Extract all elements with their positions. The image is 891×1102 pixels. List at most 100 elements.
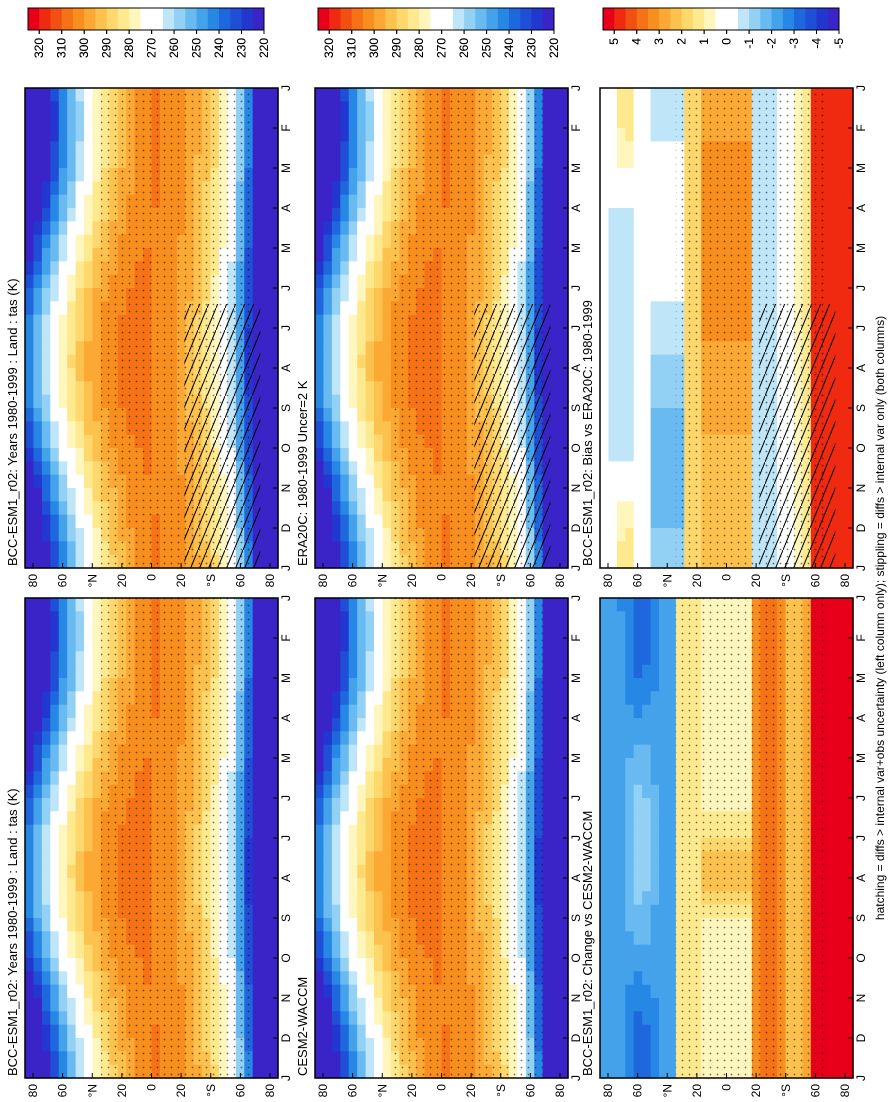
month-label: S (279, 404, 293, 412)
heatmap-cell (261, 354, 271, 369)
heatmap-cell (58, 758, 68, 772)
heatmap-cell (58, 784, 68, 799)
heatmap-cell (33, 1011, 43, 1026)
heatmap-cell (261, 944, 271, 959)
heatmap-cell (67, 448, 77, 462)
heatmap-cell (33, 598, 43, 612)
heatmap-cell (261, 248, 271, 262)
heatmap-cell (50, 181, 60, 196)
heatmap-cell (357, 88, 367, 102)
heatmap-cell (41, 541, 51, 556)
heatmap-cell (374, 1038, 384, 1052)
heatmap-cell (67, 314, 77, 329)
heatmap-cell (50, 731, 60, 746)
heatmap-cell (559, 824, 569, 839)
heatmap-cell (58, 1051, 68, 1066)
heatmap-cell (50, 194, 60, 209)
colorbar-label: 320 (322, 38, 336, 58)
heatmap-cell (542, 1064, 552, 1079)
heatmap-cell (58, 408, 68, 422)
heatmap-cell (252, 931, 262, 946)
heatmap-cell (33, 798, 43, 812)
heatmap-cell (348, 958, 358, 972)
heatmap-cell (542, 758, 552, 772)
heatmap-cell (50, 141, 60, 156)
heatmap-cell (67, 261, 77, 276)
heatmap-cell (551, 261, 561, 276)
heatmap-cell (542, 611, 552, 626)
heatmap-cell (58, 541, 68, 556)
heatmap-cell (315, 128, 325, 142)
heatmap-cell (340, 554, 350, 569)
heatmap-cell (315, 194, 325, 209)
heatmap-cell (84, 931, 94, 946)
heatmap-cell (551, 301, 561, 316)
heatmap-cell (92, 434, 102, 449)
heatmap-cell (41, 984, 51, 999)
heatmap-cell (84, 448, 94, 462)
heatmap-cell (625, 128, 635, 142)
heatmap-cell (67, 274, 77, 289)
heatmap-cell (559, 704, 569, 719)
heatmap-cell (92, 784, 102, 799)
heatmap-cell (608, 208, 618, 222)
heatmap-cell (315, 101, 325, 116)
heatmap-cell (25, 704, 35, 719)
heatmap-cell (331, 461, 341, 476)
month-label: A (569, 204, 583, 212)
heatmap-cell (58, 611, 68, 626)
heatmap-cell (667, 181, 677, 196)
heatmap-cell (84, 408, 94, 422)
heatmap-cell (84, 998, 94, 1012)
heatmap-cell (348, 128, 358, 142)
heatmap-cell (261, 931, 271, 946)
heatmap-cell (67, 798, 77, 812)
heatmap-cell (340, 731, 350, 746)
heatmap-cell (84, 958, 94, 972)
heatmap-cell (33, 731, 43, 746)
heatmap-cell (382, 194, 392, 209)
heatmap-cell (261, 101, 271, 116)
heatmap-cell (331, 664, 341, 679)
heatmap-cell (331, 554, 341, 569)
heatmap-cell (58, 838, 68, 852)
heatmap-cell (25, 798, 35, 812)
heatmap-cell (50, 288, 60, 302)
heatmap-cell (92, 891, 102, 906)
heatmap-cell (551, 434, 561, 449)
heatmap-cell (323, 798, 333, 812)
heatmap-cell (67, 1064, 77, 1079)
heatmap-cell (252, 998, 262, 1012)
heatmap-cell (315, 261, 325, 276)
heatmap-cell (559, 998, 569, 1012)
heatmap-cell (41, 128, 51, 142)
heatmap-cell (348, 288, 358, 302)
heatmap-cell (50, 971, 60, 986)
heatmap-cell (331, 878, 341, 892)
month-label: A (569, 364, 583, 372)
heatmap-cell (348, 878, 358, 892)
heatmap-cell (331, 514, 341, 529)
heatmap-cell (67, 624, 77, 639)
heatmap-cell (374, 691, 384, 706)
heatmap-cell (374, 824, 384, 839)
heatmap-cell (33, 394, 43, 409)
heatmap-cell (348, 731, 358, 746)
heatmap-cell (365, 101, 375, 116)
heatmap-cell (357, 168, 367, 182)
heatmap-cell (25, 528, 35, 542)
heatmap-cell (348, 181, 358, 196)
heatmap-cell (25, 1024, 35, 1039)
heatmap-cell (58, 394, 68, 409)
heatmap-cell (340, 918, 350, 932)
heatmap-cell (252, 221, 262, 236)
month-label: M (279, 753, 293, 763)
heatmap-cell (542, 904, 552, 919)
heatmap-cell (374, 448, 384, 462)
heatmap-cell (323, 758, 333, 772)
heatmap-cell (92, 704, 102, 719)
heatmap-cell (92, 678, 102, 692)
heatmap-cell (374, 1064, 384, 1079)
heatmap-cell (252, 838, 262, 852)
heatmap-cell (252, 1064, 262, 1079)
